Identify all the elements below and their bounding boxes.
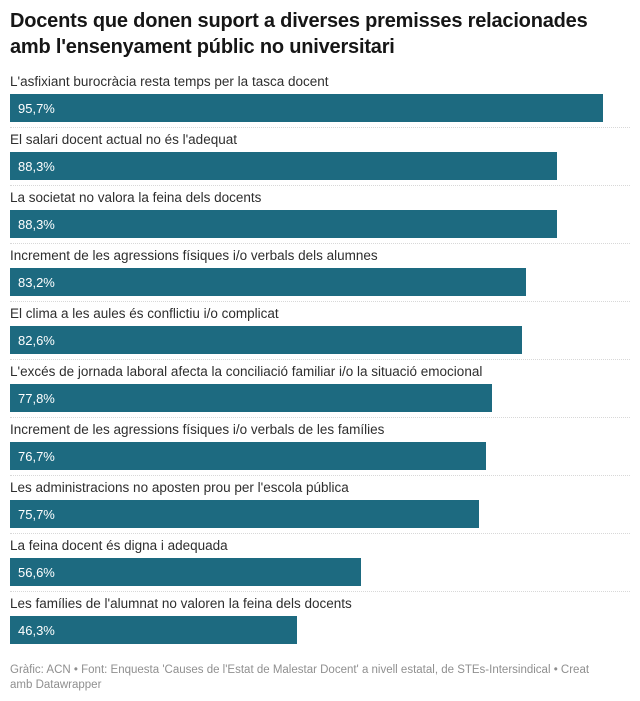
bar[interactable]: 88,3% [10,210,558,238]
bar[interactable]: 75,7% [10,500,480,528]
bar[interactable]: 76,7% [10,442,486,470]
bar-category-label: Increment de les agressions físiques i/o… [10,422,385,437]
bar-value-label: 82,6% [18,332,55,348]
bar-value-label: 88,3% [18,158,55,174]
bar-track: 88,3% [10,210,630,238]
bar-row: Increment de les agressions físiques i/o… [10,244,630,302]
bar-category-label: Les administracions no aposten prou per … [10,480,349,495]
bar-category-label: L'excés de jornada laboral afecta la con… [10,364,483,379]
bar-track: 88,3% [10,152,630,180]
bar-value-label: 75,7% [18,506,55,522]
bar[interactable]: 88,3% [10,152,558,180]
bar-row: El clima a les aules és conflictiu i/o c… [10,302,630,360]
bar-track: 75,7% [10,500,630,528]
bar-row: L'asfixiant burocràcia resta temps per l… [10,70,630,128]
bar-row: Increment de les agressions físiques i/o… [10,418,630,476]
bar-category-label: L'asfixiant burocràcia resta temps per l… [10,74,329,89]
bar-track: 46,3% [10,616,630,644]
bar-track: 82,6% [10,326,630,354]
bar-value-label: 77,8% [18,390,55,406]
bar-value-label: 88,3% [18,216,55,232]
bar-category-label: La feina docent és digna i adequada [10,538,228,553]
bar-category-label: Increment de les agressions físiques i/o… [10,248,378,263]
bar-row: Les famílies de l'alumnat no valoren la … [10,592,630,649]
bar-row: Les administracions no aposten prou per … [10,476,630,534]
bar-value-label: 46,3% [18,622,55,638]
bar-row: L'excés de jornada laboral afecta la con… [10,360,630,418]
bar-category-label: Les famílies de l'alumnat no valoren la … [10,596,352,611]
bar-row: La feina docent és digna i adequada 56,6… [10,534,630,592]
chart-title: Docents que donen suport a diverses prem… [10,10,588,58]
bar-track: 95,7% [10,94,630,122]
bar-category-label: El clima a les aules és conflictiu i/o c… [10,306,279,321]
bar-category-label: La societat no valora la feina dels doce… [10,190,262,205]
chart-attribution-footer: Gràfic: ACN • Font: Enquesta 'Causes de … [10,664,590,691]
bar[interactable]: 82,6% [10,326,523,354]
bar[interactable]: 83,2% [10,268,526,296]
bar-track: 56,6% [10,558,630,586]
bar-value-label: 83,2% [18,274,55,290]
bar[interactable]: 56,6% [10,558,361,586]
bar-value-label: 95,7% [18,100,55,116]
bar[interactable]: 46,3% [10,616,298,644]
bar-track: 83,2% [10,268,630,296]
bar-row: El salari docent actual no és l'adequat … [10,128,630,186]
bar-track: 77,8% [10,384,630,412]
bar[interactable]: 77,8% [10,384,493,412]
bar-track: 76,7% [10,442,630,470]
bar-value-label: 56,6% [18,564,55,580]
bar-rows: L'asfixiant burocràcia resta temps per l… [10,70,630,649]
bar-row: La societat no valora la feina dels doce… [10,186,630,244]
bar-value-label: 76,7% [18,448,55,464]
bar[interactable]: 95,7% [10,94,604,122]
chart-container: Docents que donen suport a diverses prem… [10,8,630,693]
bar-category-label: El salari docent actual no és l'adequat [10,132,237,147]
